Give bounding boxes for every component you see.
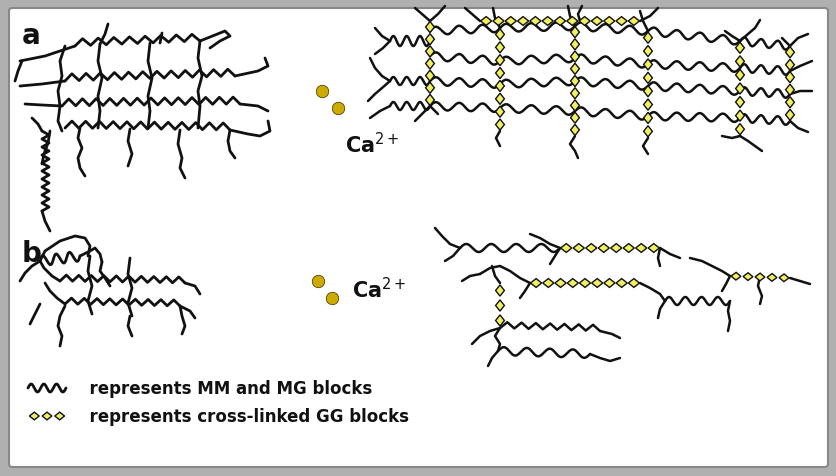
Polygon shape xyxy=(42,412,52,420)
Polygon shape xyxy=(579,279,590,288)
Polygon shape xyxy=(603,279,614,288)
Polygon shape xyxy=(530,279,541,288)
Polygon shape xyxy=(635,244,646,253)
Polygon shape xyxy=(480,18,492,26)
Text: represents cross-linked GG blocks: represents cross-linked GG blocks xyxy=(78,407,409,425)
Polygon shape xyxy=(542,18,553,26)
Polygon shape xyxy=(603,18,614,26)
Polygon shape xyxy=(615,279,626,288)
Polygon shape xyxy=(754,274,764,281)
Polygon shape xyxy=(785,60,793,71)
Polygon shape xyxy=(495,69,504,79)
Text: represents MM and MG blocks: represents MM and MG blocks xyxy=(78,379,372,397)
Polygon shape xyxy=(529,18,540,26)
Polygon shape xyxy=(778,274,788,282)
Polygon shape xyxy=(785,48,793,59)
Polygon shape xyxy=(495,30,504,41)
Polygon shape xyxy=(628,18,639,26)
Polygon shape xyxy=(643,87,651,98)
Polygon shape xyxy=(570,113,579,124)
Polygon shape xyxy=(735,124,743,136)
Polygon shape xyxy=(425,47,434,58)
Polygon shape xyxy=(643,73,651,84)
Polygon shape xyxy=(579,18,589,26)
Polygon shape xyxy=(570,89,579,99)
Polygon shape xyxy=(643,60,651,71)
Polygon shape xyxy=(495,315,504,327)
Polygon shape xyxy=(785,98,793,109)
Polygon shape xyxy=(643,127,651,138)
Polygon shape xyxy=(628,279,639,288)
FancyBboxPatch shape xyxy=(9,9,827,467)
Polygon shape xyxy=(495,285,504,297)
Polygon shape xyxy=(542,279,553,288)
Polygon shape xyxy=(495,56,504,67)
Polygon shape xyxy=(425,35,434,46)
Polygon shape xyxy=(742,273,752,281)
Polygon shape xyxy=(643,100,651,111)
Polygon shape xyxy=(735,84,743,95)
Polygon shape xyxy=(570,64,579,75)
Polygon shape xyxy=(560,244,571,253)
Polygon shape xyxy=(735,43,743,54)
Polygon shape xyxy=(623,244,634,253)
Polygon shape xyxy=(425,22,434,34)
Polygon shape xyxy=(29,412,39,420)
Polygon shape xyxy=(425,83,434,94)
Polygon shape xyxy=(495,119,504,131)
Polygon shape xyxy=(570,76,579,88)
Polygon shape xyxy=(54,412,64,420)
Polygon shape xyxy=(585,244,596,253)
Polygon shape xyxy=(495,81,504,92)
Polygon shape xyxy=(735,57,743,68)
Polygon shape xyxy=(615,18,626,26)
Polygon shape xyxy=(517,18,528,26)
Polygon shape xyxy=(553,18,565,26)
Polygon shape xyxy=(598,244,609,253)
Polygon shape xyxy=(647,244,659,253)
Polygon shape xyxy=(590,18,602,26)
Polygon shape xyxy=(643,33,651,44)
Polygon shape xyxy=(570,125,579,136)
Polygon shape xyxy=(730,273,740,280)
Polygon shape xyxy=(425,95,434,106)
Polygon shape xyxy=(425,71,434,82)
Polygon shape xyxy=(570,28,579,39)
Polygon shape xyxy=(566,18,577,26)
Text: b: b xyxy=(22,239,42,268)
Polygon shape xyxy=(610,244,621,253)
Polygon shape xyxy=(785,110,793,121)
Polygon shape xyxy=(495,107,504,118)
Polygon shape xyxy=(785,85,793,96)
Polygon shape xyxy=(643,46,651,58)
Text: a: a xyxy=(22,22,41,50)
Text: Ca$^{2+}$: Ca$^{2+}$ xyxy=(352,277,406,302)
Polygon shape xyxy=(735,111,743,122)
Polygon shape xyxy=(735,70,743,81)
Polygon shape xyxy=(766,274,776,282)
Polygon shape xyxy=(570,40,579,51)
Polygon shape xyxy=(505,18,516,26)
Polygon shape xyxy=(495,43,504,54)
Polygon shape xyxy=(495,300,504,311)
Polygon shape xyxy=(570,52,579,63)
Polygon shape xyxy=(643,113,651,124)
Polygon shape xyxy=(554,279,565,288)
Polygon shape xyxy=(573,244,584,253)
Polygon shape xyxy=(570,100,579,112)
Polygon shape xyxy=(425,59,434,70)
Text: Ca$^{2+}$: Ca$^{2+}$ xyxy=(344,132,399,157)
Polygon shape xyxy=(495,94,504,105)
Polygon shape xyxy=(492,18,503,26)
Polygon shape xyxy=(567,279,578,288)
Polygon shape xyxy=(591,279,602,288)
Polygon shape xyxy=(785,72,793,84)
Polygon shape xyxy=(735,97,743,109)
